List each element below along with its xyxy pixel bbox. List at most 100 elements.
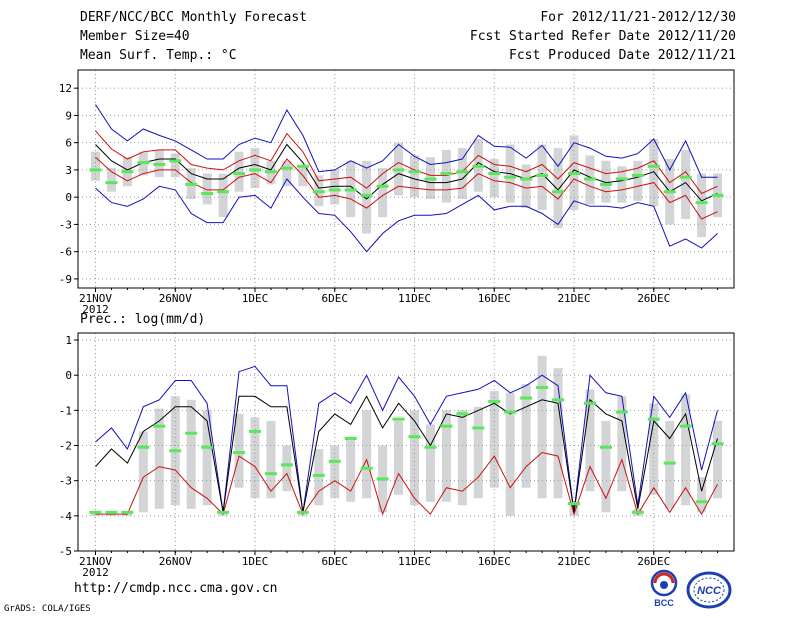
- x-tick-label: 11DEC: [398, 292, 431, 305]
- median-marker: [344, 436, 357, 440]
- spread-bar: [218, 173, 228, 218]
- median-marker: [169, 159, 182, 163]
- x-tick-label: 26DEC: [637, 292, 670, 305]
- series-line-outer-max: [95, 104, 718, 178]
- median-marker: [536, 386, 549, 389]
- median-marker: [105, 181, 118, 185]
- median-marker: [424, 177, 437, 181]
- spread-bar: [601, 420, 611, 513]
- median-marker: [615, 177, 628, 181]
- variable-label: Mean Surf. Temp.: °C: [80, 48, 237, 63]
- y-tick-label: 3: [65, 164, 72, 177]
- median-marker: [631, 510, 644, 514]
- series-line-mean: [95, 143, 718, 202]
- spread-bar: [537, 355, 547, 499]
- median-marker: [599, 182, 612, 186]
- median-marker: [105, 510, 118, 514]
- spread-bar: [298, 166, 308, 187]
- spread-bar: [282, 445, 292, 492]
- median-marker: [520, 177, 533, 181]
- spread-bar: [154, 408, 164, 509]
- median-marker: [472, 164, 485, 168]
- x-tick-label: 16DEC: [478, 555, 511, 568]
- median-marker: [663, 190, 676, 194]
- y-tick-label: -2: [59, 440, 72, 453]
- x-tick-label: 21DEC: [557, 292, 590, 305]
- median-marker: [201, 445, 214, 449]
- spread-bar: [681, 149, 691, 219]
- spread-bar: [553, 368, 563, 499]
- median-marker: [280, 463, 293, 467]
- spread-bar: [250, 148, 260, 189]
- y-tick-label: -9: [59, 273, 72, 286]
- median-marker: [328, 459, 341, 463]
- spread-bar: [186, 399, 196, 509]
- median-marker: [233, 172, 246, 176]
- median-marker: [583, 177, 596, 181]
- median-marker: [488, 172, 501, 176]
- median-marker: [121, 510, 134, 514]
- median-marker: [312, 473, 325, 477]
- spread-bar: [649, 139, 659, 207]
- y-tick-label: -1: [59, 404, 72, 417]
- median-marker: [185, 431, 198, 435]
- median-marker: [264, 472, 277, 476]
- series-line-outer-max: [95, 365, 718, 513]
- median-marker: [169, 449, 182, 453]
- y-tick-label: -6: [59, 246, 72, 259]
- median-marker: [312, 190, 325, 194]
- median-marker: [568, 502, 580, 506]
- median-marker: [552, 398, 565, 402]
- x-tick-label: 6DEC: [322, 292, 349, 305]
- spread-bar: [410, 155, 419, 198]
- spread-bar: [473, 406, 483, 499]
- median-marker: [264, 170, 277, 174]
- precip-title: Prec.: log(mm/d): [80, 312, 205, 327]
- spread-bar: [266, 420, 276, 499]
- median-marker: [647, 417, 660, 421]
- median-marker: [615, 410, 628, 414]
- y-tick-label: 9: [65, 109, 72, 122]
- median-marker: [185, 182, 198, 186]
- median-marker: [695, 500, 708, 504]
- median-marker: [488, 400, 501, 404]
- spread-bar: [521, 383, 531, 488]
- y-tick-label: 6: [65, 137, 72, 150]
- ncc-logo-text: NCC: [697, 585, 722, 597]
- y-tick-label: 12: [59, 82, 72, 95]
- spread-bar: [713, 420, 723, 499]
- median-marker: [249, 168, 261, 172]
- series-line-outer-min: [95, 178, 718, 253]
- spread-bar: [330, 169, 340, 205]
- x-tick-label: 6DEC: [322, 555, 349, 568]
- forecast-period-label: For 2012/11/21-2012/12/30: [540, 10, 736, 25]
- x-tick-label: 26NOV: [159, 292, 192, 305]
- software-credit: GrADS: COLA/IGES: [4, 604, 91, 614]
- spread-bar: [553, 148, 563, 229]
- spread-bar: [314, 449, 324, 506]
- x-tick-label: 21NOV: [79, 555, 112, 568]
- median-marker: [89, 168, 102, 172]
- y-tick-label: 0: [65, 191, 72, 204]
- median-marker: [249, 429, 261, 433]
- median-marker: [679, 424, 692, 428]
- spread-bar: [633, 160, 643, 201]
- series-line-inner-min: [95, 156, 718, 220]
- spread-bar: [282, 160, 292, 187]
- forecast-start-label: Fcst Started Refer Date 2012/11/20: [469, 29, 736, 44]
- spread-bar: [234, 151, 244, 192]
- spread-bar: [617, 396, 627, 492]
- median-marker: [360, 466, 373, 470]
- x-tick-year-label: 2012: [82, 566, 109, 579]
- median-marker: [679, 175, 692, 179]
- median-marker: [376, 184, 389, 188]
- median-marker: [280, 166, 293, 170]
- median-marker: [217, 190, 230, 194]
- x-tick-label: 16DEC: [478, 292, 511, 305]
- spread-bar: [697, 173, 707, 238]
- x-tick-label: 26DEC: [637, 555, 670, 568]
- bcc-logo: BCC: [650, 569, 678, 608]
- x-tick-year-label: 2012: [82, 303, 109, 316]
- spread-bar: [617, 166, 627, 203]
